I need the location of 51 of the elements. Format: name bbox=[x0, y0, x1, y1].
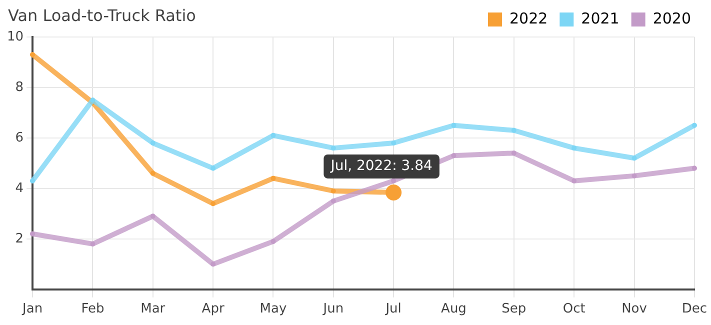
point bbox=[210, 166, 216, 171]
legend-label: 2021 bbox=[581, 9, 620, 28]
point bbox=[330, 146, 336, 151]
point bbox=[572, 178, 577, 184]
x-tick-label: Feb bbox=[81, 302, 104, 317]
legend-label: 2022 bbox=[509, 9, 548, 28]
point bbox=[30, 231, 36, 236]
point bbox=[270, 176, 276, 181]
point bbox=[270, 132, 276, 138]
x-tick-label: Oct bbox=[562, 302, 586, 317]
y-tick-label: 6 bbox=[15, 130, 24, 146]
y-tick-label: 8 bbox=[15, 80, 24, 95]
point bbox=[632, 173, 637, 178]
point bbox=[90, 98, 96, 103]
annotation: Jul, 2022: 3.84 bbox=[330, 158, 433, 174]
point bbox=[150, 140, 156, 146]
x-tick-label: Aug bbox=[441, 302, 466, 317]
point bbox=[451, 122, 456, 128]
y-tick-label: 2 bbox=[15, 231, 24, 246]
legend-label: 2020 bbox=[652, 9, 692, 28]
point bbox=[150, 214, 156, 219]
point bbox=[210, 262, 216, 267]
point bbox=[330, 188, 336, 194]
x-tick-label: Dec bbox=[682, 302, 707, 317]
chart-title: Van Load-to-Truck Ratio bbox=[8, 6, 196, 25]
point bbox=[391, 178, 396, 184]
point bbox=[150, 170, 156, 176]
x-tick-label: May bbox=[260, 302, 287, 317]
point bbox=[511, 150, 516, 156]
point bbox=[391, 140, 396, 146]
x-tick-label: Jul bbox=[384, 302, 402, 317]
x-tick-label: Jan bbox=[22, 302, 43, 317]
x-tick-label: Nov bbox=[622, 302, 648, 317]
point bbox=[30, 178, 36, 184]
point bbox=[572, 146, 577, 151]
point bbox=[330, 198, 336, 204]
y-tick-label: 10 bbox=[6, 29, 24, 44]
point bbox=[30, 52, 36, 58]
point bbox=[270, 238, 276, 244]
x-tick-label: Sep bbox=[502, 302, 526, 317]
point bbox=[692, 166, 697, 171]
y-tick-label: 4 bbox=[15, 180, 24, 196]
point bbox=[511, 128, 516, 133]
point bbox=[210, 201, 216, 206]
point bbox=[632, 156, 637, 161]
x-tick-label: Mar bbox=[140, 302, 166, 317]
point bbox=[451, 153, 456, 158]
x-tick-label: Apr bbox=[202, 302, 225, 317]
x-tick-label: Jun bbox=[322, 302, 344, 317]
point bbox=[692, 122, 697, 128]
point bbox=[90, 241, 96, 246]
